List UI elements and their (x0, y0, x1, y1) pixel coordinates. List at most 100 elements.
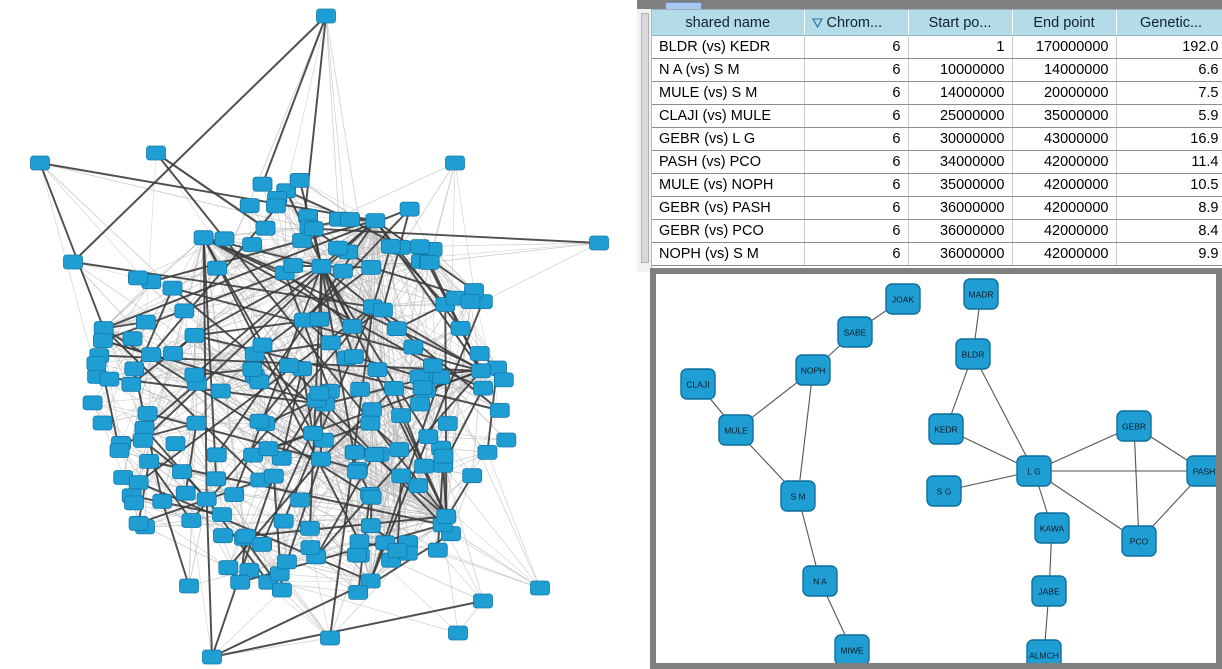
sub-network-graph[interactable]: JOAK MADR SABE BLDR NOPH CLAJI KEDR GEBR MULE L G… (656, 274, 1216, 663)
main-network-node[interactable] (348, 585, 369, 600)
main-network-edge[interactable] (194, 334, 501, 412)
main-network-node[interactable] (360, 518, 381, 534)
cell-chromosome[interactable]: 6 (804, 58, 909, 82)
main-network-node[interactable] (214, 231, 235, 247)
main-network-node[interactable] (320, 630, 340, 646)
main-network-edge[interactable] (285, 190, 305, 321)
main-network-node[interactable] (249, 413, 270, 429)
main-network-node[interactable] (489, 402, 510, 418)
main-network-edge[interactable] (203, 237, 449, 424)
main-network-node[interactable] (273, 513, 294, 529)
main-network-edge[interactable] (396, 475, 403, 551)
main-network-node[interactable] (252, 337, 273, 353)
main-network-edge[interactable] (423, 377, 441, 467)
main-network-edge[interactable] (211, 600, 484, 658)
main-network-node[interactable] (184, 327, 205, 343)
table-vertical-scrollbar[interactable] (637, 9, 652, 272)
main-network-node[interactable] (344, 444, 365, 460)
main-network-node[interactable] (224, 487, 245, 503)
main-network-node[interactable] (139, 453, 160, 469)
main-network-edge[interactable] (285, 458, 322, 563)
main-network-node[interactable] (290, 492, 311, 508)
main-network-node[interactable] (179, 578, 199, 594)
main-network-node[interactable] (206, 447, 227, 463)
main-network-edge[interactable] (227, 479, 261, 568)
main-network-node[interactable] (433, 448, 454, 464)
main-network-node[interactable] (391, 408, 412, 424)
cell-start_point[interactable]: 14000000 (908, 81, 1013, 105)
main-network-node[interactable] (410, 396, 431, 412)
cell-chromosome[interactable]: 6 (804, 35, 909, 59)
main-network-edge[interactable] (216, 454, 371, 582)
main-network-node[interactable] (99, 371, 120, 387)
cell-chromosome[interactable]: 6 (804, 219, 909, 243)
cell-genetic[interactable]: 10.5 (1116, 173, 1222, 197)
main-network-edge[interactable] (123, 477, 443, 526)
main-network-node[interactable] (311, 258, 332, 274)
main-network-node[interactable] (292, 233, 313, 248)
main-network-node[interactable] (186, 415, 207, 431)
main-network-node[interactable] (181, 513, 202, 528)
cell-shared_name[interactable]: BLDR (vs) KEDR (652, 35, 805, 59)
main-network-canvas[interactable] (0, 0, 637, 669)
main-network-edge[interactable] (285, 15, 327, 191)
main-network-node[interactable] (422, 358, 443, 374)
main-network-node[interactable] (445, 155, 465, 171)
main-network-edge[interactable] (39, 162, 98, 377)
main-network-edge[interactable] (450, 475, 473, 534)
main-network-edge[interactable] (194, 15, 327, 336)
main-network-edge[interactable] (320, 265, 501, 412)
main-network-node[interactable] (300, 540, 321, 555)
cell-genetic[interactable]: 16.9 (1116, 127, 1222, 151)
main-network-edge[interactable] (203, 237, 420, 378)
main-network-node[interactable] (414, 458, 435, 474)
main-network-node[interactable] (128, 515, 149, 531)
main-network-node[interactable] (127, 270, 148, 286)
main-network-edge[interactable] (211, 589, 283, 658)
main-network-edge[interactable] (188, 499, 208, 587)
cell-end_point[interactable]: 35000000 (1012, 104, 1117, 128)
main-network-node[interactable] (460, 294, 481, 310)
sub-network-node[interactable]: N A (802, 565, 838, 597)
main-network-edge[interactable] (432, 249, 505, 381)
main-network-edge[interactable] (202, 237, 218, 479)
main-network-node[interactable] (207, 260, 228, 276)
main-network-node[interactable] (242, 237, 263, 252)
main-network-node[interactable] (362, 402, 382, 418)
sub-network-node[interactable]: MULE (718, 414, 754, 446)
main-network-node[interactable] (340, 212, 361, 227)
main-network-node[interactable] (128, 475, 149, 491)
main-network-node[interactable] (349, 534, 370, 549)
main-network-node[interactable] (175, 485, 196, 501)
cell-genetic[interactable]: 9.9 (1116, 242, 1222, 266)
cell-shared_name[interactable]: GEBR (vs) PCO (652, 219, 805, 243)
main-network-edge[interactable] (137, 461, 151, 524)
cell-end_point[interactable]: 20000000 (1012, 81, 1117, 105)
main-network-edge[interactable] (39, 162, 376, 222)
cell-chromosome[interactable]: 6 (804, 173, 909, 197)
main-network-node[interactable] (230, 574, 251, 590)
main-network-node[interactable] (236, 528, 256, 544)
main-network-node[interactable] (258, 441, 279, 457)
main-network-node[interactable] (364, 447, 385, 463)
main-network-node[interactable] (427, 542, 448, 558)
main-network-edge[interactable] (131, 494, 223, 516)
main-network-edge[interactable] (454, 162, 475, 291)
main-network-edge[interactable] (254, 266, 372, 355)
main-network-edge[interactable] (258, 368, 303, 422)
sub-network-node[interactable]: S G (926, 475, 962, 507)
cell-chromosome[interactable]: 6 (804, 127, 909, 151)
main-network-edge[interactable] (144, 520, 284, 528)
cell-chromosome[interactable]: 6 (804, 242, 909, 266)
table-row[interactable]: MULE (vs) NOPH 6 35000000 42000000 10.5 (652, 173, 1222, 197)
main-network-edge[interactable] (172, 237, 204, 289)
main-network-node[interactable] (365, 213, 386, 229)
main-network-node[interactable] (141, 347, 162, 363)
column-header-shared-name[interactable]: shared name (652, 10, 805, 36)
sub-network-node[interactable]: JOAK (885, 283, 921, 315)
main-network-node[interactable] (124, 495, 144, 511)
cell-genetic[interactable]: 5.9 (1116, 104, 1222, 128)
main-network-node[interactable] (493, 372, 514, 388)
main-network-edge[interactable] (325, 15, 374, 307)
main-network-node[interactable] (289, 172, 310, 188)
